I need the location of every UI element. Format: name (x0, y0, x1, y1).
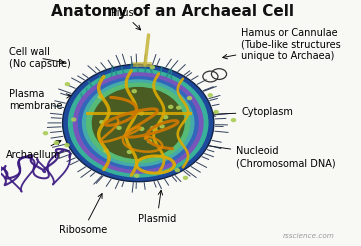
Circle shape (151, 126, 155, 129)
Circle shape (135, 174, 139, 177)
Circle shape (71, 118, 76, 121)
Circle shape (169, 106, 173, 108)
Text: rsscience.com: rsscience.com (283, 233, 335, 239)
Text: Cell wall
(No capsule): Cell wall (No capsule) (9, 47, 71, 69)
Circle shape (177, 106, 181, 109)
Circle shape (132, 90, 136, 93)
Circle shape (214, 110, 218, 113)
Text: Ribosome: Ribosome (59, 194, 107, 235)
Circle shape (187, 112, 191, 115)
Text: Plasma
membrane: Plasma membrane (9, 89, 71, 110)
Circle shape (100, 121, 104, 123)
Circle shape (150, 66, 155, 69)
Circle shape (104, 149, 108, 152)
Circle shape (160, 125, 164, 128)
Circle shape (148, 140, 152, 143)
Ellipse shape (82, 79, 195, 167)
Ellipse shape (78, 76, 199, 170)
Text: Nucleoid
(Chromosomal DNA): Nucleoid (Chromosomal DNA) (199, 143, 336, 168)
Circle shape (98, 95, 102, 98)
Text: Archaellum: Archaellum (6, 141, 61, 160)
Circle shape (127, 151, 131, 154)
Circle shape (54, 141, 58, 144)
Text: Anatomy of an Archaeal Cell: Anatomy of an Archaeal Cell (51, 4, 294, 19)
Text: Plasmid: Plasmid (138, 190, 176, 224)
Circle shape (65, 144, 69, 147)
Circle shape (153, 129, 157, 132)
Circle shape (117, 126, 121, 129)
Ellipse shape (73, 72, 204, 174)
Circle shape (175, 169, 179, 172)
Circle shape (183, 176, 187, 179)
Circle shape (65, 83, 69, 86)
Text: Hamus or Cannulae
(Tube-like structures
unique to Archaea): Hamus or Cannulae (Tube-like structures … (223, 28, 341, 61)
Ellipse shape (86, 82, 190, 164)
Ellipse shape (62, 64, 214, 182)
Circle shape (139, 112, 144, 115)
Circle shape (208, 94, 212, 97)
Circle shape (43, 132, 48, 135)
Text: Pilus: Pilus (112, 8, 141, 30)
Ellipse shape (68, 68, 209, 178)
Circle shape (140, 127, 144, 130)
Ellipse shape (92, 87, 185, 159)
Circle shape (187, 97, 192, 100)
Circle shape (231, 119, 235, 122)
Circle shape (159, 121, 163, 124)
Text: Cytoplasm: Cytoplasm (211, 107, 293, 117)
Circle shape (164, 116, 168, 119)
